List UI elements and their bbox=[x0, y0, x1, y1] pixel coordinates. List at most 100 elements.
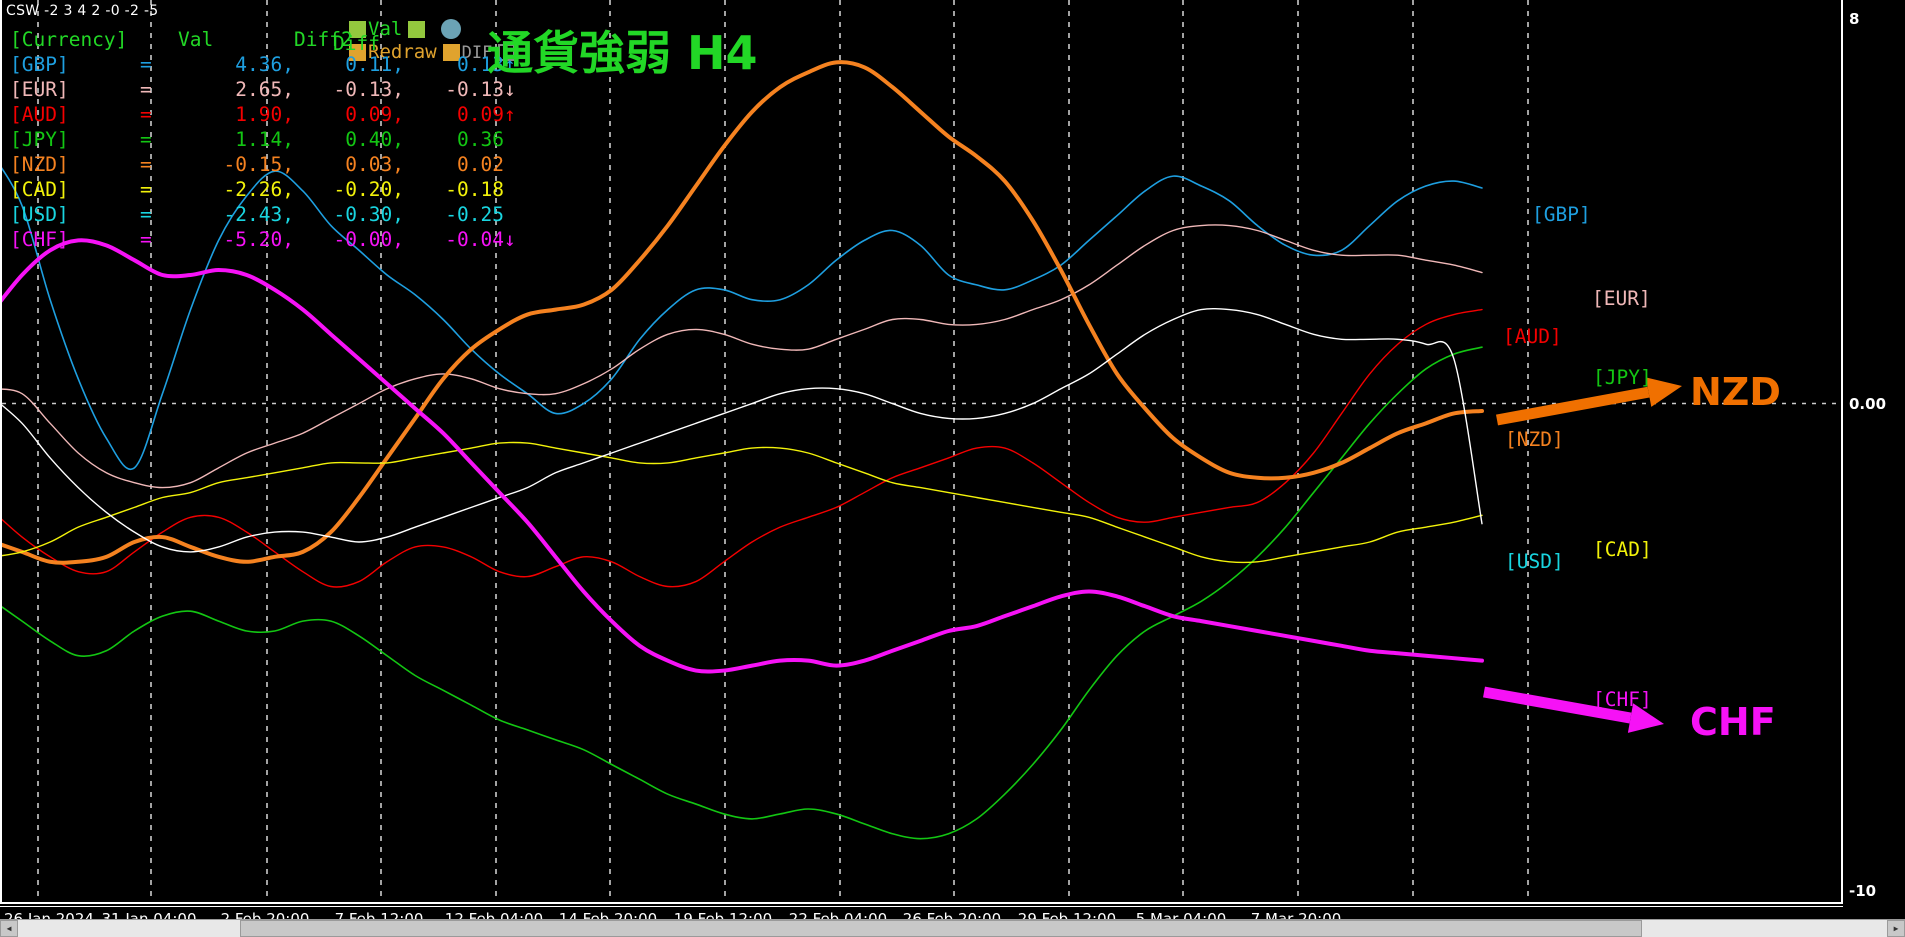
table-cell-diff2: 0.11, bbox=[345, 53, 404, 76]
table-cell-diff2: 0.09, bbox=[345, 103, 404, 126]
series-tag-usd: [USD] bbox=[1505, 550, 1564, 573]
annotation-label-chf: CHF bbox=[1690, 700, 1776, 744]
table-cell-currency: [CHF] bbox=[10, 228, 69, 251]
table-cell-equals: = bbox=[140, 153, 152, 176]
table-cell-equals: = bbox=[140, 103, 152, 126]
series-line-jpy bbox=[2, 346, 1483, 840]
table-cell-currency: [GBP] bbox=[10, 53, 69, 76]
series-line-usd bbox=[2, 307, 1483, 553]
series-lines bbox=[2, 60, 1484, 840]
series-tag-cad: [CAD] bbox=[1593, 538, 1652, 561]
table-header-val: Val bbox=[178, 28, 214, 51]
indicator-caption: CSW -2 3 4 2 -0 -2 -5 bbox=[6, 3, 159, 19]
currency-strength-chart bbox=[2, 0, 1841, 902]
table-cell-currency: [AUD] bbox=[10, 103, 69, 126]
series-tag-nzd: [NZD] bbox=[1505, 428, 1564, 451]
table-cell-equals: = bbox=[140, 78, 152, 101]
table-cell-diff2: -0.13, bbox=[333, 78, 404, 101]
table-cell-arrow: ↓ bbox=[504, 228, 516, 251]
table-cell-val: 2.65, bbox=[235, 78, 294, 101]
table-cell-currency: [NZD] bbox=[10, 153, 69, 176]
scroll-right-button[interactable]: ▶ bbox=[1887, 920, 1905, 937]
table-cell-val: 1.90, bbox=[235, 103, 294, 126]
val-checkbox-2[interactable] bbox=[408, 21, 426, 38]
x-axis-baseline bbox=[0, 906, 1843, 907]
redraw-checkbox[interactable] bbox=[349, 44, 366, 61]
table-header-currency: [Currency] bbox=[10, 28, 128, 51]
scroll-left-button[interactable]: ◀ bbox=[0, 920, 18, 937]
table-cell-diff2: 0.40, bbox=[345, 128, 404, 151]
dif-checkbox[interactable] bbox=[442, 44, 460, 61]
table-cell-diff: 0.13 bbox=[457, 53, 504, 76]
series-tag-gbp: [GBP] bbox=[1532, 203, 1591, 226]
table-header-row: [Currency] Val Diff2 bbox=[10, 27, 526, 52]
table-cell-equals: = bbox=[140, 228, 152, 251]
table-cell-diff: -0.04 bbox=[445, 228, 504, 251]
table-cell-diff: -0.13 bbox=[445, 78, 504, 101]
diff-label: Diff bbox=[333, 32, 380, 55]
annotation-label-nzd: NZD bbox=[1690, 370, 1781, 414]
indicator-dot[interactable] bbox=[441, 19, 462, 39]
series-line-nzd bbox=[2, 60, 1484, 565]
table-cell-val: 4.36, bbox=[235, 53, 294, 76]
chart-svg-container bbox=[2, 0, 1841, 902]
table-cell-currency: [EUR] bbox=[10, 78, 69, 101]
chart-plot-area[interactable] bbox=[0, 0, 1843, 904]
horizontal-scrollbar[interactable]: ◀ ▶ bbox=[0, 919, 1905, 937]
table-cell-val: -2.26, bbox=[223, 178, 294, 201]
table-cell-equals: = bbox=[140, 53, 152, 76]
table-row: [USD] = -2.43, -0.30, -0.25 bbox=[10, 202, 526, 227]
table-row: [AUD] = 1.90, 0.09, 0.09↑ bbox=[10, 102, 526, 127]
table-row: [CHF] = -5.20, -0.00, -0.04↓ bbox=[10, 227, 526, 252]
table-row: [JPY] = 1.14, 0.40, 0.36 bbox=[10, 127, 526, 152]
redraw-label: Redraw bbox=[368, 41, 437, 63]
table-cell-equals: = bbox=[140, 128, 152, 151]
table-cell-diff2: -0.00, bbox=[333, 228, 404, 251]
table-cell-currency: [CAD] bbox=[10, 178, 69, 201]
val-label: Val bbox=[368, 18, 403, 40]
annotation-arrows bbox=[1483, 377, 1682, 733]
nzd-annotation-arrow bbox=[1496, 377, 1682, 426]
legend-row-redraw[interactable]: Redraw DIF bbox=[349, 41, 517, 64]
table-cell-val: -2.43, bbox=[223, 203, 294, 226]
scrollbar-thumb[interactable] bbox=[240, 920, 1642, 937]
table-cell-val: -5.20, bbox=[223, 228, 294, 251]
series-line-aud bbox=[2, 308, 1483, 588]
series-tag-jpy: [JPY] bbox=[1593, 366, 1652, 389]
chart-title: 通貨強弱 H4 bbox=[487, 26, 758, 80]
currency-strength-table: [Currency] Val Diff2 [GBP] = 4.36, 0.11, 0.13↑[… bbox=[10, 27, 526, 252]
chf-annotation-arrow bbox=[1483, 686, 1664, 733]
series-line-cad bbox=[2, 441, 1483, 564]
table-cell-arrow: ↑ bbox=[504, 103, 516, 126]
table-cell-currency: [USD] bbox=[10, 203, 69, 226]
table-cell-equals: = bbox=[140, 203, 152, 226]
table-cell-diff2: -0.20, bbox=[333, 178, 404, 201]
table-cell-arrow: ↑ bbox=[504, 53, 516, 76]
table-row: [GBP] = 4.36, 0.11, 0.13↑ bbox=[10, 52, 526, 77]
series-tag-chf: [CHF] bbox=[1593, 688, 1652, 711]
legend-controls-panel[interactable]: Val Redraw DIF Diff bbox=[333, 18, 517, 64]
table-row: [EUR] = 2.65, -0.13, -0.13↓ bbox=[10, 77, 526, 102]
y-axis-tick-label: 0.00 bbox=[1849, 394, 1887, 413]
table-cell-arrow: ↓ bbox=[504, 78, 516, 101]
series-tag-aud: [AUD] bbox=[1503, 325, 1562, 348]
table-cell-currency: [JPY] bbox=[10, 128, 69, 151]
table-cell-val: 1.14, bbox=[235, 128, 294, 151]
table-cell-diff: 0.36 bbox=[457, 128, 504, 151]
y-axis-tick-label: -10 bbox=[1849, 882, 1877, 900]
legend-row-val[interactable]: Val bbox=[349, 18, 517, 41]
val-checkbox[interactable] bbox=[349, 21, 366, 38]
y-axis-tick-label: 8 bbox=[1849, 10, 1860, 28]
table-cell-diff2: -0.30, bbox=[333, 203, 404, 226]
series-line-gbp bbox=[2, 167, 1483, 471]
table-cell-diff: -0.25 bbox=[445, 203, 504, 226]
table-cell-val: -0.15, bbox=[223, 153, 294, 176]
dif-empty-checkbox[interactable] bbox=[498, 44, 516, 61]
series-tag-eur: [EUR] bbox=[1592, 287, 1651, 310]
scrollbar-track[interactable] bbox=[18, 920, 1887, 937]
series-line-chf bbox=[2, 238, 1484, 674]
table-cell-diff: -0.18 bbox=[445, 178, 504, 201]
dif-label: DIF bbox=[461, 43, 493, 63]
table-cell-diff: 0.02 bbox=[457, 153, 504, 176]
